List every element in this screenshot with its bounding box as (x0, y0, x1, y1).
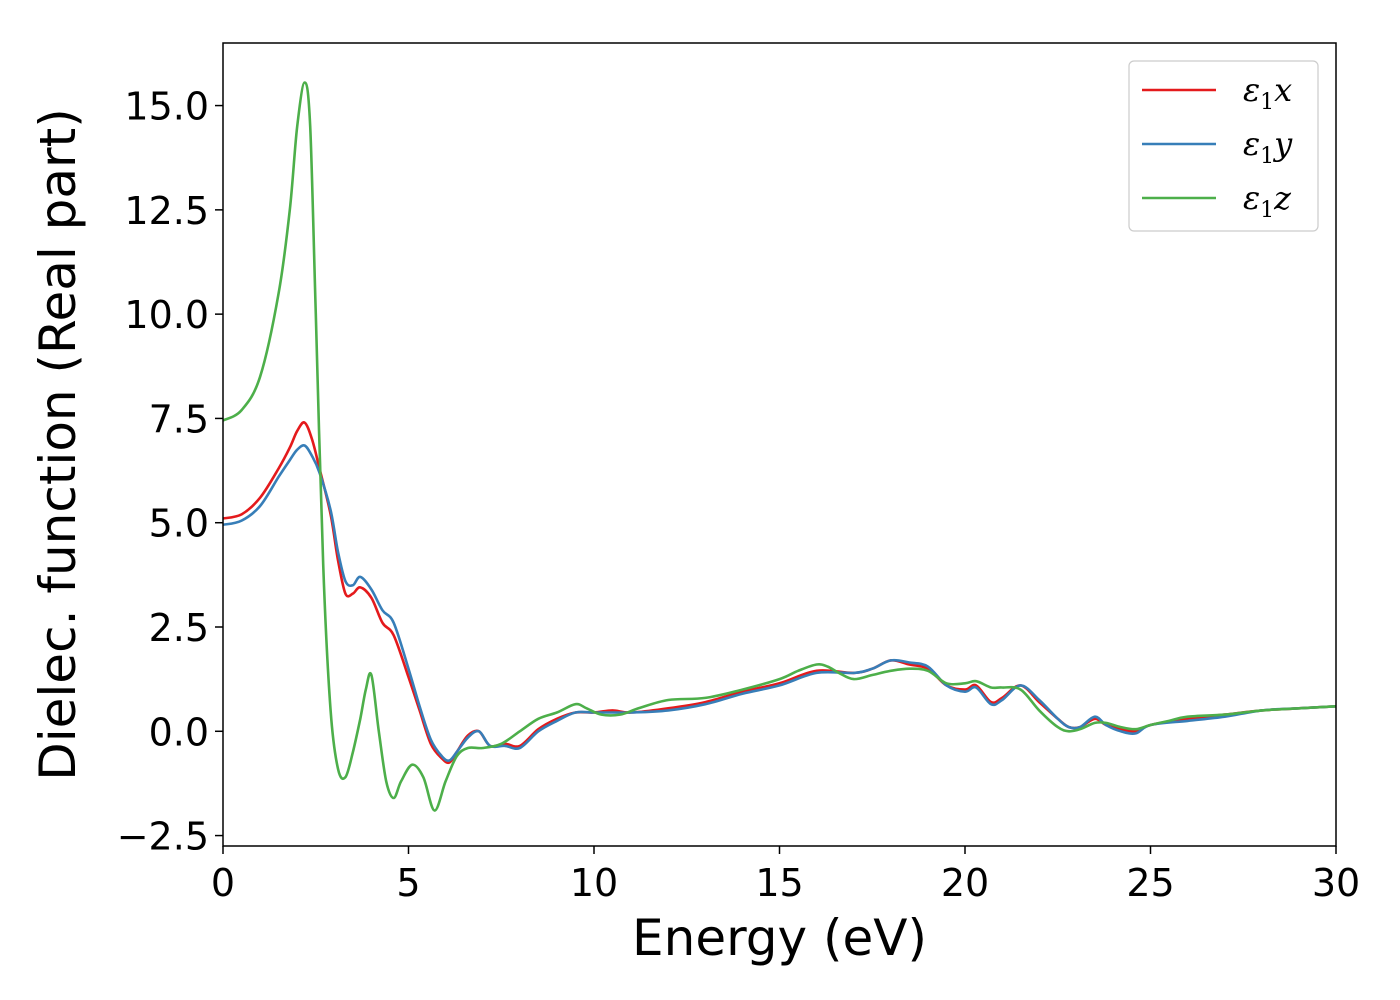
x-tick-label: 20 (941, 861, 989, 905)
y-tick-label: 5.0 (149, 502, 209, 546)
y-tick-label: 15.0 (124, 85, 209, 129)
y-axis-title: Dielec. function (Real part) (29, 108, 87, 780)
x-axis-ticks: 0 5 10 15 20 25 30 (211, 846, 1360, 905)
x-tick-label: 30 (1312, 861, 1360, 905)
series-line-y (223, 444, 1336, 762)
x-tick-label: 0 (211, 861, 235, 905)
y-tick-label: −2.5 (117, 815, 209, 859)
y-tick-label: 12.5 (124, 189, 209, 233)
legend-label: ε1y (1243, 125, 1293, 169)
x-tick-label: 25 (1126, 861, 1174, 905)
x-tick-label: 10 (570, 861, 618, 905)
y-tick-label: 10.0 (124, 293, 209, 337)
legend-label: ε1z (1243, 179, 1292, 223)
legend-label: ε1x (1243, 71, 1292, 115)
legend: ε1x ε1y ε1z (1128, 60, 1319, 232)
legend-box (1128, 60, 1319, 232)
y-axis-ticks: −2.5 0.0 2.5 5.0 7.5 10.0 12.5 15.0 (117, 85, 223, 859)
y-tick-label: 2.5 (149, 606, 209, 650)
series-line-z (223, 81, 1336, 812)
y-tick-label: 7.5 (149, 397, 209, 441)
series-layer (223, 81, 1336, 812)
y-tick-label: 0.0 (149, 710, 209, 754)
x-axis-title: Energy (eV) (632, 909, 927, 967)
x-tick-label: 15 (755, 861, 803, 905)
x-tick-label: 5 (396, 861, 420, 905)
